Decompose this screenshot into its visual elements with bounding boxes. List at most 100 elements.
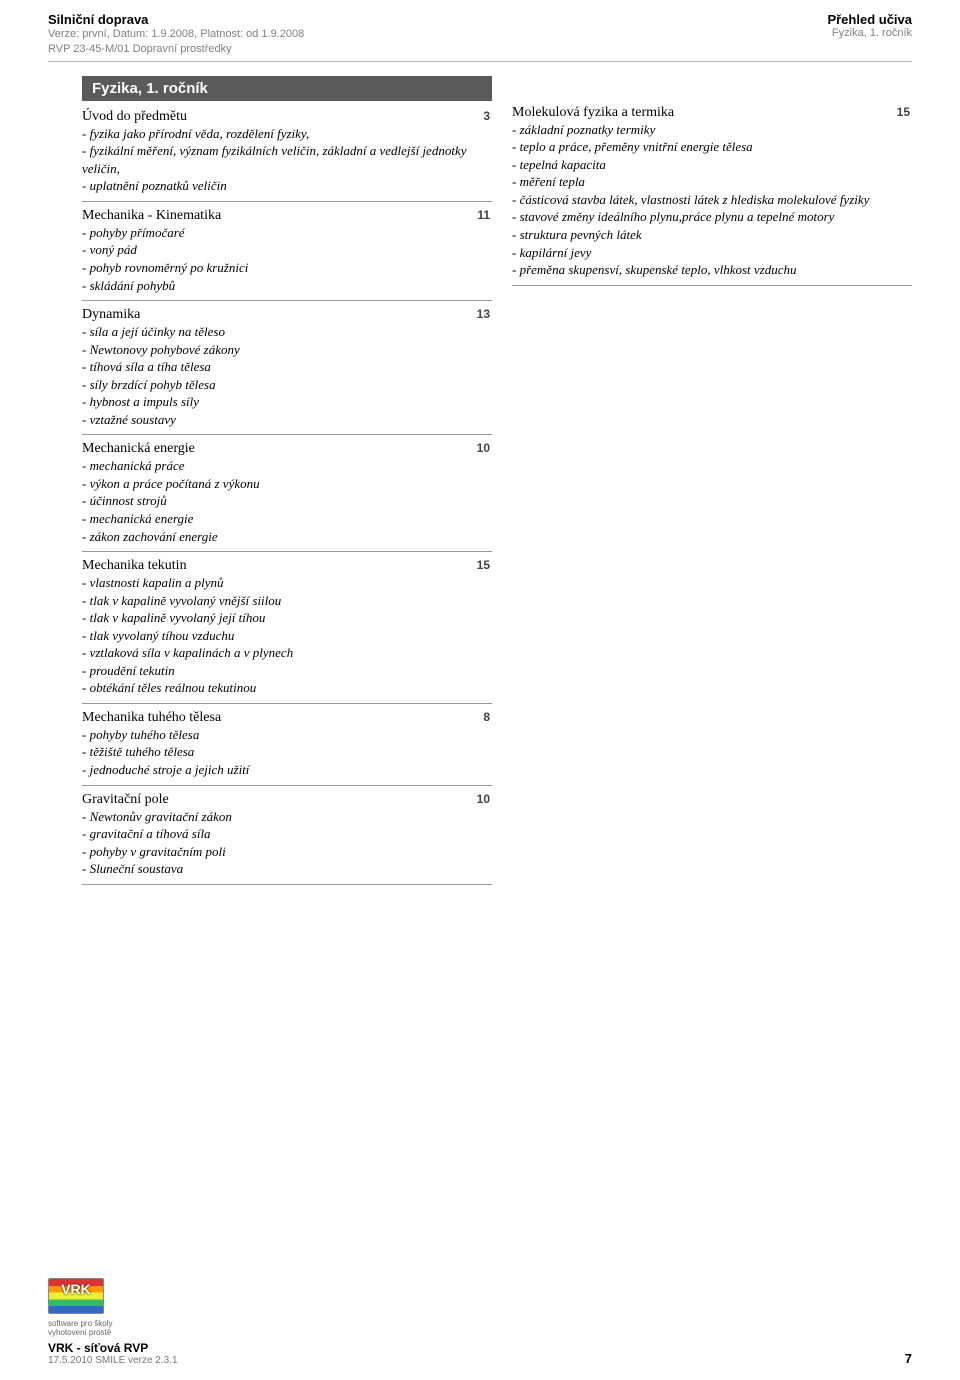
footer-title: VRK - síťová RVP [48,1341,178,1355]
topic-item: fyzika jako přírodní věda, rozdělení fyz… [82,125,488,143]
header-right: Přehled učiva Fyzika, 1. ročník [827,12,912,39]
topic-separator [82,201,492,202]
topic-items: Newtonův gravitační zákon gravitační a t… [82,808,492,882]
topic-name: Gravitační pole [82,792,169,808]
topic-block: Dynamika 13 síla a její účinky na těleso… [82,307,492,435]
doc-title: Silniční doprava [48,12,304,27]
topic-item: přeměna skupensví, skupenské teplo, vlhk… [512,261,908,279]
topic-item: základní poznatky termiky [512,121,908,139]
topic-item: pohyby tuhého tělesa [82,726,488,744]
logo-caption: vyhotovení prostě [48,1329,912,1337]
topic-name: Mechanická energie [82,441,195,457]
topic-head: Mechanická energie 10 [82,441,492,457]
topic-item: hybnost a impuls síly [82,393,488,411]
topic-item: Sluneční soustava [82,860,488,878]
topic-hours: 15 [477,558,490,572]
page-header: Silniční doprava Verze: první, Datum: 1.… [48,12,912,57]
topic-item: pohyby v gravitačním poli [82,843,488,861]
page-footer: software pro školy vyhotovení prostě VRK… [48,1278,912,1366]
page: Silniční doprava Verze: první, Datum: 1.… [0,0,960,1380]
content-columns: Fyzika, 1. ročník Úvod do předmětu 3 fyz… [48,76,912,891]
topic-head: Mechanika - Kinematika 11 [82,208,492,224]
topic-separator [82,703,492,704]
topic-item: fyzikální měření, význam fyzikálních vel… [82,142,488,177]
topic-item: tlak v kapalině vyvolaný vnější siilou [82,592,488,610]
page-number: 7 [905,1351,912,1366]
topic-block: Úvod do předmětu 3 fyzika jako přírodní … [82,109,492,202]
header-left: Silniční doprava Verze: první, Datum: 1.… [48,12,304,57]
topic-item: pohyb rovnoměrný po kružnici [82,259,488,277]
logo-caption: software pro školy [48,1320,912,1328]
topic-head: Molekulová fyzika a termika 15 [512,105,912,121]
overview-title: Přehled učiva [827,12,912,27]
topic-item: měření tepla [512,173,908,191]
topic-item: pohyby přímočaré [82,224,488,242]
overview-subtitle: Fyzika, 1. ročník [827,27,912,39]
topic-block: Molekulová fyzika a termika 15 základní … [512,105,912,286]
topic-item: teplo a práce, přeměny vnitřní energie t… [512,138,908,156]
topic-name: Mechanika tuhého tělesa [82,710,221,726]
topic-item: obtékání těles reálnou tekutinou [82,679,488,697]
right-column: Molekulová fyzika a termika 15 základní … [512,76,912,891]
topic-hours: 3 [483,109,490,123]
topic-head: Dynamika 13 [82,307,492,323]
topic-item: účinnost strojů [82,492,488,510]
topic-item: jednoduché stroje a jejich užití [82,761,488,779]
topic-item: mechanická práce [82,457,488,475]
header-rule [48,61,912,62]
topic-item: skládání pohybů [82,277,488,295]
topic-item: uplatnění poznatků veličin [82,177,488,195]
topic-hours: 11 [477,208,490,222]
topic-head: Úvod do předmětu 3 [82,109,492,125]
topic-hours: 13 [477,307,490,321]
topic-name: Molekulová fyzika a termika [512,105,674,121]
topic-separator [512,285,912,286]
topic-item: proudění tekutin [82,662,488,680]
topic-item: struktura pevných látek [512,226,908,244]
topic-name: Úvod do předmětu [82,109,187,125]
topic-item: těžiště tuhého tělesa [82,743,488,761]
topic-items: fyzika jako přírodní věda, rozdělení fyz… [82,125,492,199]
footer-logo-wrap: software pro školy vyhotovení prostě [48,1278,912,1337]
topic-separator [82,434,492,435]
topic-item: gravitační a tíhová síla [82,825,488,843]
topic-item: síly brzdící pohyb tělesa [82,376,488,394]
topic-separator [82,551,492,552]
topic-items: pohyby tuhého tělesa těžiště tuhého těle… [82,726,492,783]
footer-row: VRK - síťová RVP 17.5.2010 SMILE verze 2… [48,1341,912,1366]
topic-item: voný pád [82,241,488,259]
section-title-bar: Fyzika, 1. ročník [82,76,492,101]
spacer [512,76,912,105]
topic-item: Newtonovy pohybové zákony [82,341,488,359]
vrk-logo-icon [48,1278,104,1314]
topic-items: mechanická práce výkon a práce počítaná … [82,457,492,549]
topic-block: Mechanika tekutin 15 vlastnosti kapalin … [82,558,492,704]
doc-rvp-line: RVP 23-45-M/01 Dopravní prostředky [48,42,304,57]
topic-block: Mechanika tuhého tělesa 8 pohyby tuhého … [82,710,492,786]
topic-item: tlak vyvolaný tíhou vzduchu [82,627,488,645]
topic-hours: 15 [897,105,910,119]
topic-head: Mechanika tuhého tělesa 8 [82,710,492,726]
topic-item: výkon a práce počítaná z výkonu [82,475,488,493]
topic-item: síla a její účinky na těleso [82,323,488,341]
topic-block: Mechanická energie 10 mechanická práce v… [82,441,492,552]
topic-block: Gravitační pole 10 Newtonův gravitační z… [82,792,492,885]
topic-items: základní poznatky termiky teplo a práce,… [512,121,912,283]
topic-hours: 10 [477,441,490,455]
topic-item: Newtonův gravitační zákon [82,808,488,826]
topic-head: Gravitační pole 10 [82,792,492,808]
left-column: Fyzika, 1. ročník Úvod do předmětu 3 fyz… [82,76,492,891]
topic-items: pohyby přímočaré voný pád pohyb rovnoměr… [82,224,492,298]
topic-item: vlastnosti kapalin a plynů [82,574,488,592]
topic-item: tlak v kapalině vyvolaný její tíhou [82,609,488,627]
topic-hours: 10 [477,792,490,806]
topic-item: zákon zachování energie [82,528,488,546]
topic-separator [82,300,492,301]
topic-item: tíhová síla a tíha tělesa [82,358,488,376]
topic-item: vztlaková síla v kapalinách a v plynech [82,644,488,662]
topic-block: Mechanika - Kinematika 11 pohyby přímoča… [82,208,492,301]
topic-separator [82,884,492,885]
footer-date: 17.5.2010 SMILE verze 2.3.1 [48,1355,178,1366]
topic-items: vlastnosti kapalin a plynů tlak v kapali… [82,574,492,701]
topic-items: síla a její účinky na těleso Newtonovy p… [82,323,492,432]
